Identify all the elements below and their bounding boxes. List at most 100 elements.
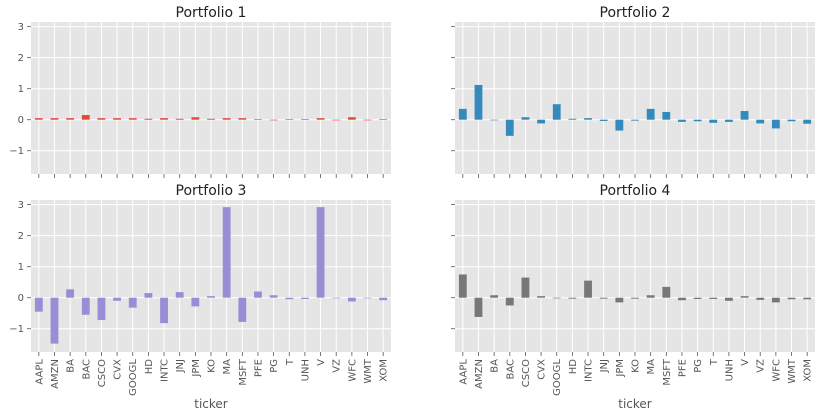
bar-XOM [379, 297, 388, 301]
bar-UNH [725, 297, 733, 301]
bar-MA [646, 295, 655, 298]
y-tick-label: 0 [18, 115, 24, 126]
bar-CVX [537, 119, 545, 124]
x-tick-label: BA [490, 359, 501, 373]
bar-JNJ [175, 118, 184, 120]
bar-VZ [756, 119, 765, 124]
x-tick-label: JNJ [599, 359, 610, 373]
bar-VZ [332, 119, 341, 121]
bar-HD [144, 293, 153, 298]
bar-JPM [191, 297, 200, 307]
bar-INTC [584, 118, 592, 120]
x-tick-label: AAPL [34, 359, 45, 385]
bar-GOOGL [552, 104, 561, 120]
bar-WMT [787, 297, 796, 300]
x-tick-label: VZ [332, 359, 343, 373]
x-tick-label: INTC [584, 359, 595, 382]
x-tick-label: KO [631, 359, 642, 373]
y-tick-label: 0 [18, 293, 24, 304]
y-tick-label: 1 [18, 84, 24, 95]
x-tick-label: CVX [113, 359, 124, 380]
x-tick-label: BA [66, 359, 77, 373]
x-tick-label: INTC [160, 359, 171, 382]
bar-KO [631, 119, 639, 121]
bar-MA [646, 108, 655, 120]
bar-WMT [363, 297, 372, 299]
x-tick-label: HD [144, 359, 155, 375]
bar-T [285, 297, 294, 300]
bar-PG [693, 297, 702, 299]
bar-MA [222, 118, 231, 120]
x-tick-label: CSCO [97, 359, 108, 387]
bar-MA [222, 207, 231, 298]
x-tick-label: MA [222, 359, 233, 375]
bar-GOOGL [552, 297, 561, 299]
bar-V [740, 296, 749, 298]
bar-BA [490, 295, 499, 298]
bar-KO [207, 296, 215, 298]
bar-AMZN [50, 118, 59, 120]
bar-HD [568, 118, 577, 120]
x-tick-label: WFC [347, 359, 358, 382]
x-tick-label: KO [207, 359, 218, 373]
bar-WFC [771, 297, 780, 303]
bar-MSFT [662, 111, 671, 120]
bar-MSFT [662, 286, 671, 298]
y-tick-label: −1 [9, 324, 24, 335]
x-tick-label: PG [269, 359, 280, 373]
x-tick-label: V [316, 359, 327, 366]
bar-JNJ [599, 297, 608, 299]
bar-T [709, 119, 718, 123]
bar-PFE [678, 297, 686, 301]
bar-MSFT [238, 118, 247, 120]
x-tick-label: CSCO [521, 359, 532, 387]
bar-AMZN [474, 84, 483, 120]
x-tick-label: XOM [803, 359, 814, 382]
bar-BA [66, 289, 75, 298]
bar-PG [693, 119, 702, 122]
x-tick-label: V [740, 359, 751, 366]
bar-PG [269, 295, 278, 298]
y-tick-label: 2 [18, 53, 24, 64]
x-tick-label: AMZN [50, 359, 61, 389]
bar-T [285, 119, 294, 120]
panel-3: Portfolio 3 −1 0 1 2 3 AAPL AMZN BA BAC CSCO CVX GOO… [9, 183, 391, 411]
panel-title: Portfolio 3 [176, 183, 247, 199]
bar-WFC [771, 119, 780, 129]
x-tick-label: GOOGL [552, 359, 563, 396]
panel-title: Portfolio 4 [600, 183, 671, 199]
bar-KO [631, 297, 639, 299]
x-tick-label: AAPL [458, 359, 469, 385]
bar-UNH [725, 119, 733, 122]
bar-CSCO [97, 297, 106, 321]
x-tick-label: BAC [505, 359, 516, 380]
x-axis-label: ticker [618, 397, 652, 411]
bar-WFC [347, 297, 356, 302]
bar-AAPL [34, 297, 43, 312]
bar-V [316, 118, 325, 120]
bar-INTC [160, 118, 168, 120]
x-tick-label: PFE [253, 359, 264, 377]
bar-JPM [615, 297, 624, 303]
y-tick-label: −1 [9, 146, 24, 157]
bar-CVX [113, 118, 121, 120]
x-tick-label: WMT [363, 358, 374, 384]
x-tick-label: UNH [724, 359, 735, 381]
x-tick-label: JPM [615, 359, 626, 378]
bar-T [709, 297, 718, 299]
panel-1: Portfolio 1 −1 0 1 2 3 [9, 5, 391, 178]
bar-AMZN [474, 297, 483, 317]
x-tick-label: GOOGL [128, 359, 139, 396]
x-tick-label: PFE [677, 359, 688, 377]
x-tick-label: PG [693, 359, 704, 373]
bar-HD [568, 297, 577, 299]
bar-JPM [191, 117, 200, 120]
bar-PG [269, 119, 278, 121]
bar-PFE [254, 119, 262, 120]
x-tick-label: UNH [300, 359, 311, 381]
x-tick-label: AMZN [474, 359, 485, 389]
bar-BAC [505, 119, 514, 136]
x-tick-label: WMT [787, 358, 798, 384]
panel-2: Portfolio 2 [451, 5, 815, 178]
bar-INTC [584, 280, 592, 298]
